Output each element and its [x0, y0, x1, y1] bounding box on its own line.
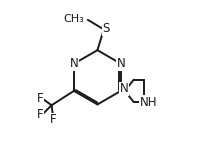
Text: F: F [37, 108, 43, 121]
Text: F: F [37, 92, 43, 105]
Text: N: N [70, 57, 78, 70]
Text: S: S [102, 22, 110, 35]
Text: N: N [120, 82, 128, 95]
Text: N: N [117, 57, 125, 70]
Text: F: F [50, 113, 56, 126]
Text: NH: NH [140, 95, 157, 109]
Text: CH₃: CH₃ [63, 14, 84, 24]
